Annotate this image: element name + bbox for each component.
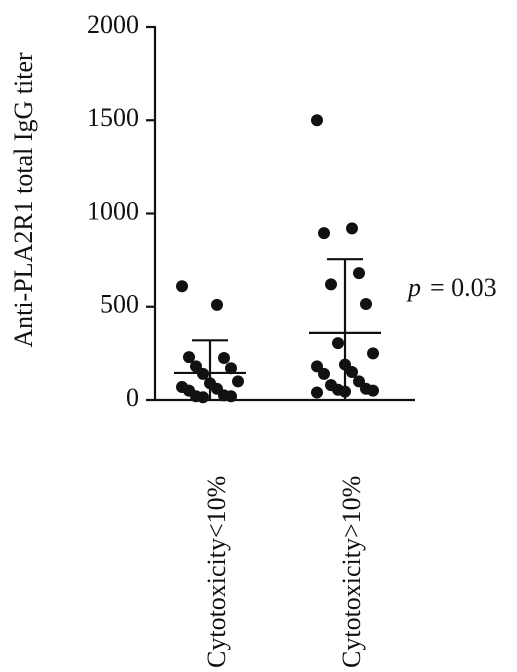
data-point bbox=[346, 222, 358, 235]
data-point bbox=[311, 114, 323, 127]
data-point bbox=[360, 297, 372, 310]
data-point bbox=[325, 278, 337, 291]
y-tick-label: 2000 bbox=[87, 10, 139, 39]
y-tick-label: 500 bbox=[100, 290, 139, 319]
data-point bbox=[211, 298, 223, 311]
data-point bbox=[225, 362, 237, 375]
data-point bbox=[311, 386, 323, 399]
y-tick-label: 1500 bbox=[87, 103, 139, 132]
x-tick-label: Cytotoxicity>10% bbox=[337, 476, 366, 668]
data-point bbox=[367, 347, 379, 360]
data-point bbox=[225, 390, 237, 403]
x-tick-label: Cytotoxicity<10% bbox=[202, 476, 231, 668]
data-point bbox=[218, 352, 230, 365]
annotation-text: = 0.03 bbox=[430, 273, 497, 302]
annotation-symbol: p bbox=[406, 273, 421, 302]
data-point bbox=[353, 267, 365, 280]
data-point bbox=[332, 337, 344, 350]
data-point bbox=[197, 391, 209, 404]
data-point bbox=[318, 227, 330, 240]
data-point bbox=[367, 384, 379, 397]
data-point bbox=[176, 280, 188, 293]
data-point bbox=[339, 385, 351, 398]
y-tick-label: 1000 bbox=[87, 196, 139, 225]
data-point bbox=[183, 351, 195, 364]
y-axis-label: Anti-PLA2R1 total IgG titer bbox=[9, 52, 38, 348]
y-tick-label: 0 bbox=[126, 383, 139, 412]
data-point bbox=[232, 375, 244, 388]
data-point bbox=[318, 367, 330, 380]
data-point bbox=[346, 366, 358, 379]
data-point bbox=[197, 367, 209, 380]
